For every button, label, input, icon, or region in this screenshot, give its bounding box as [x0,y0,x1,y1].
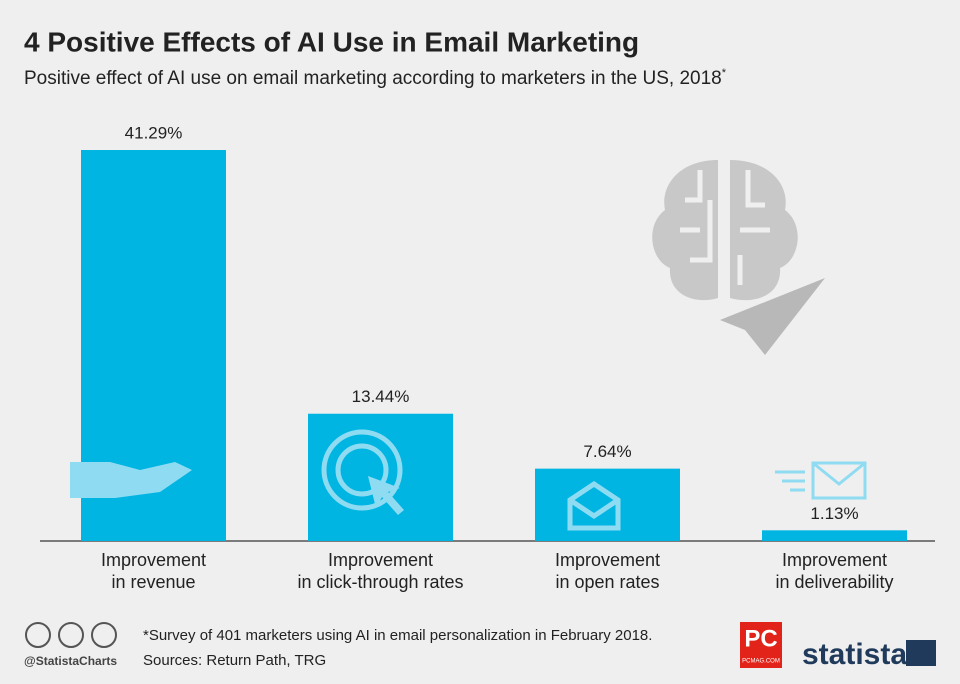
x-tick-label: Improvement [555,550,660,570]
speed-lines [775,470,805,492]
logo: PC [744,625,777,652]
hand-icon [70,462,192,498]
logo-box [740,622,782,668]
x-tick-label: in revenue [111,572,195,592]
subtitle-text: Positive effect of AI use on email marke… [24,68,722,89]
source: Sources: Return Path, TRG [143,652,326,669]
footnote: *Survey of 401 marketers using AI in ema… [143,627,652,644]
plane-icon [720,278,825,355]
value-label: 1.13% [810,504,858,523]
envelope-open-icon [567,480,621,531]
bar [762,530,907,541]
x-tick-label: Improvement [328,550,433,570]
x-tick-label: Improvement [101,550,206,570]
x-tick-label: in click-through rates [297,572,463,592]
value-label: 41.29% [125,123,183,142]
click-icon-inner [335,443,389,497]
chart-subtitle: Positive effect of AI use on email marke… [24,67,727,89]
brand: statista [802,638,907,671]
x-tick-label: in open rates [555,572,659,592]
cc-icons [25,622,117,648]
click-icon [321,429,403,511]
value-label: 13.44% [352,387,410,406]
credit: @StatistaCharts [24,654,117,668]
envelope-icon [811,461,867,500]
brain-circuit [680,170,770,285]
chart-title: 4 Positive Effects of AI Use in Email Ma… [24,26,639,57]
subtitle-marker: * [722,67,727,79]
cursor-icon [368,476,404,515]
value-label: 7.64% [583,442,631,461]
brand-mark [906,640,936,666]
x-tick-label: Improvement [782,550,887,570]
bar [308,413,453,541]
x-tick-label: in deliverability [775,572,893,592]
logo-sub: PCMAG.COM [742,659,780,665]
